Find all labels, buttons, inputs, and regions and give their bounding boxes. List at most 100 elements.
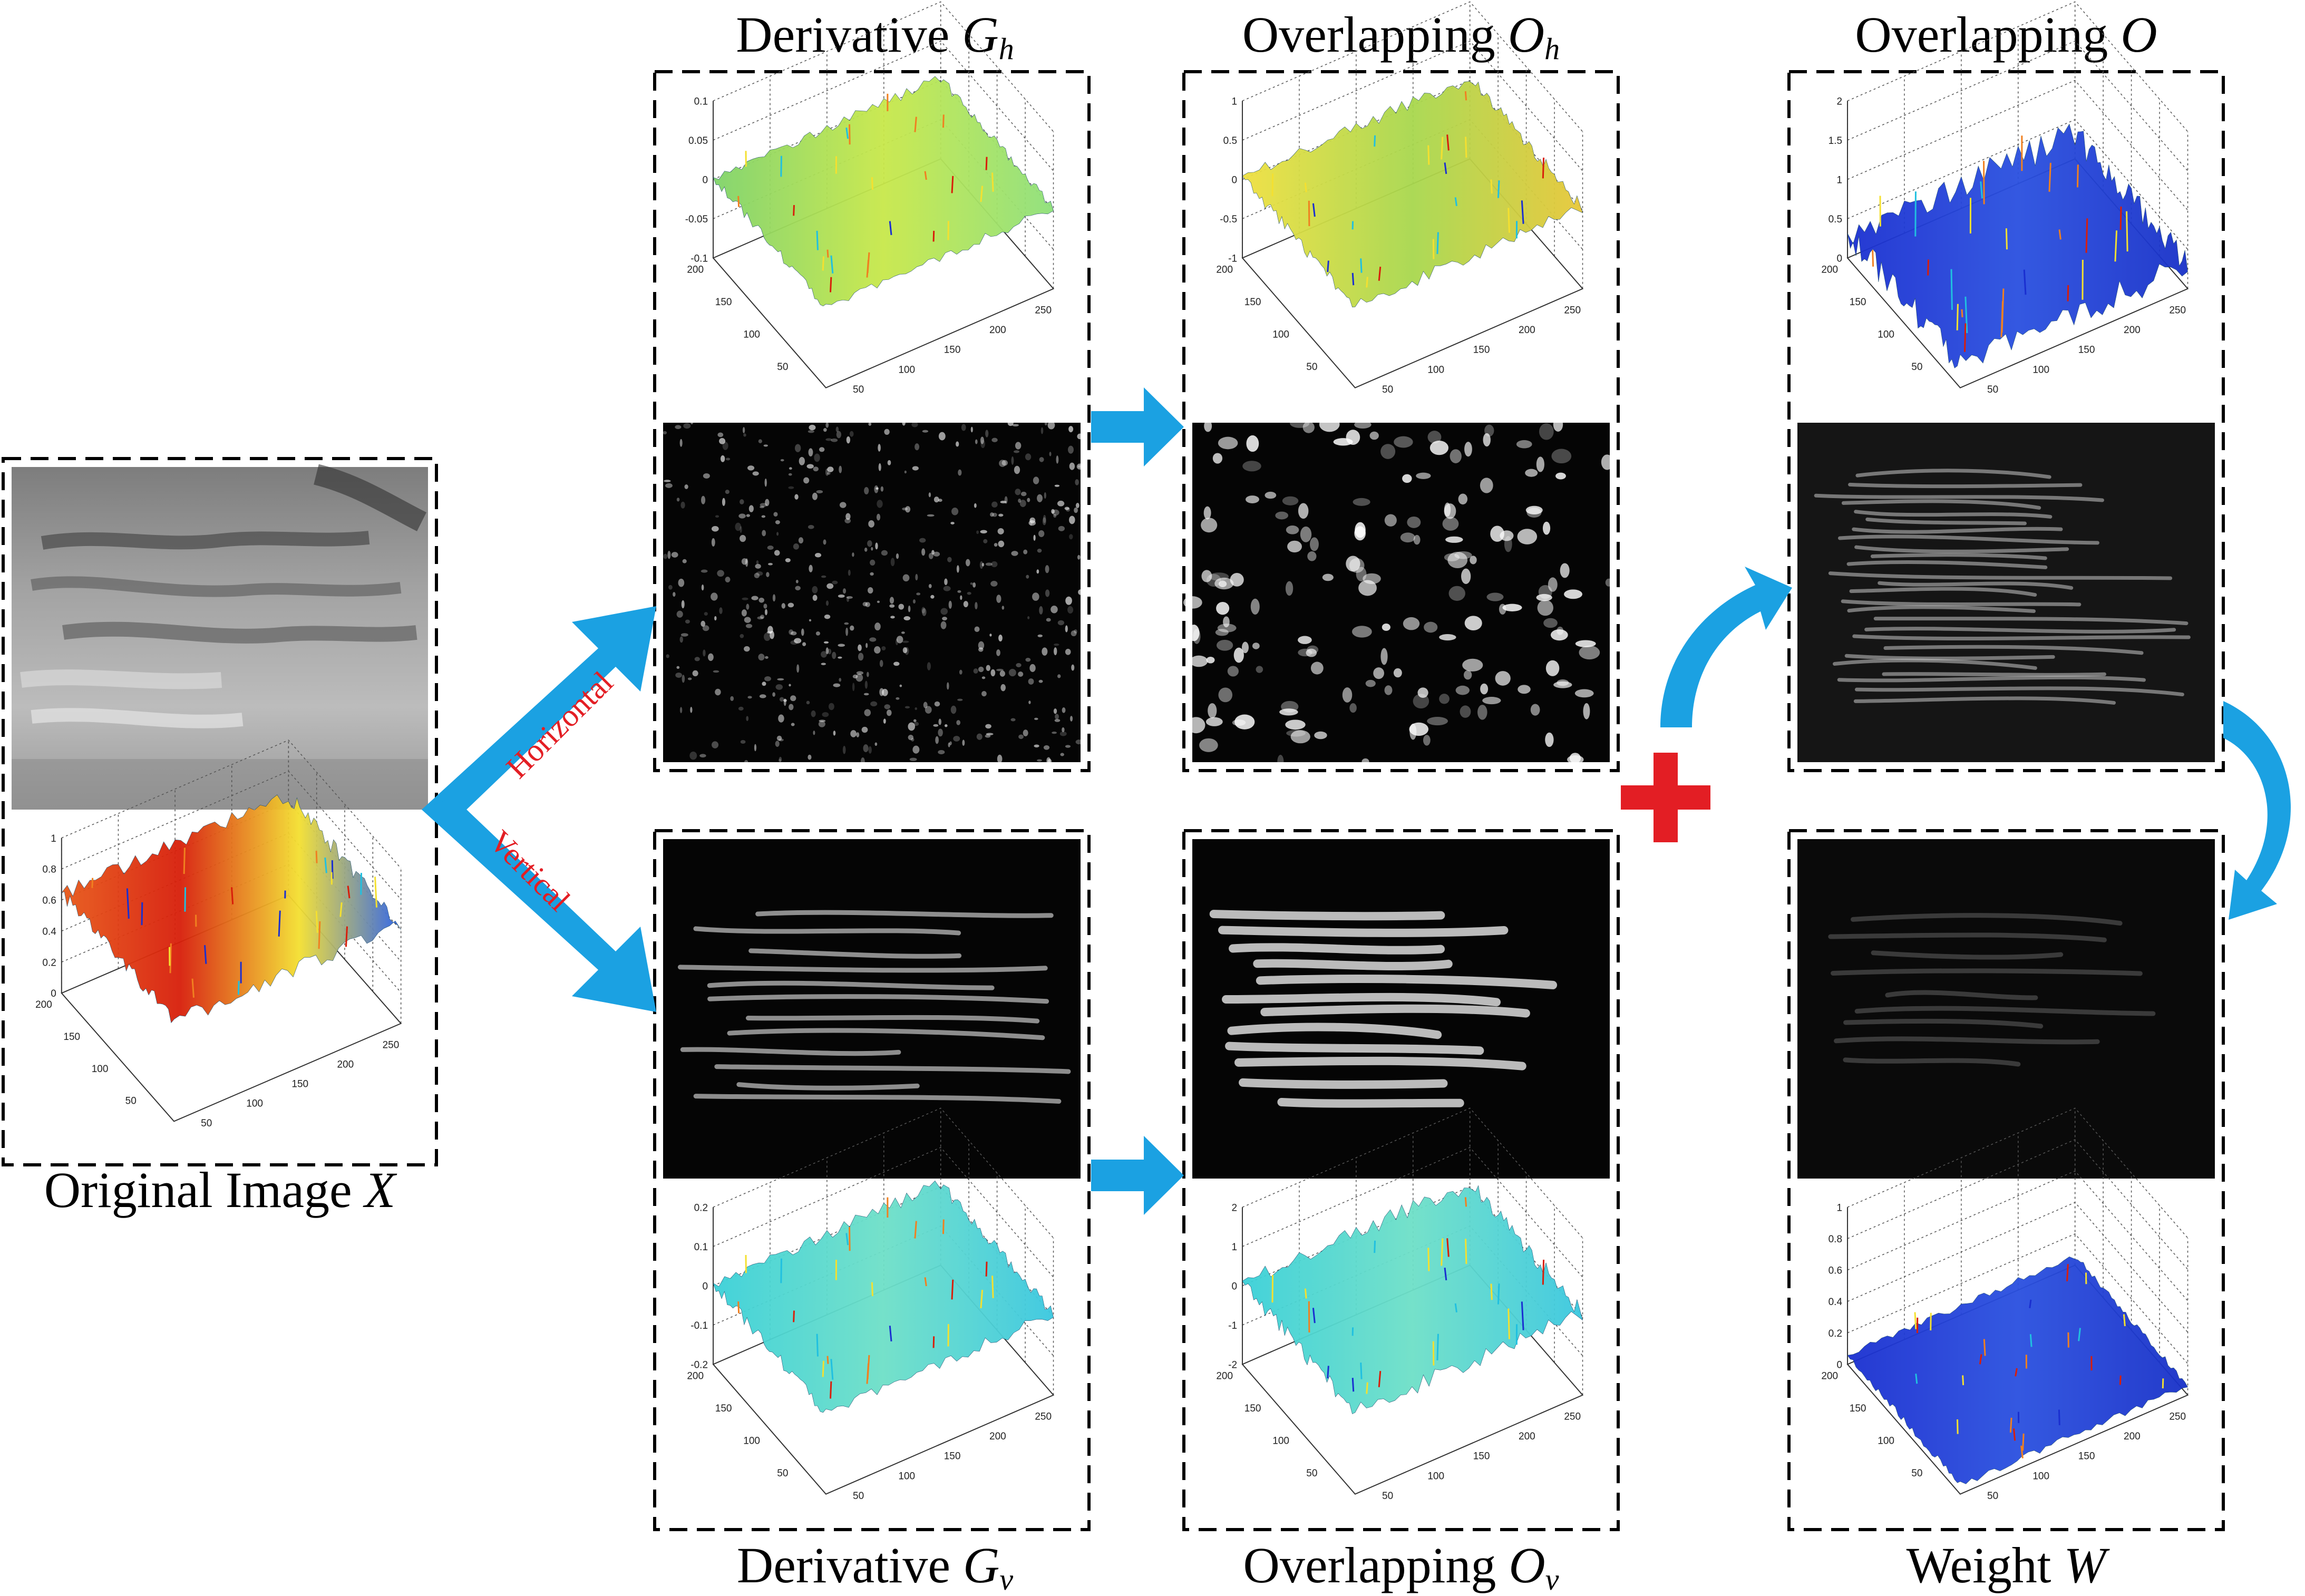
texture-speck (746, 604, 750, 610)
texture-speck (994, 543, 998, 547)
surface-spike (829, 277, 832, 293)
texture-speck (1241, 641, 1249, 654)
texture-speck (899, 684, 902, 687)
texture-speck (998, 634, 1003, 642)
texture-speck (747, 696, 752, 699)
surface-plot-deriv-v: -0.2 -0.1 0 0.1 0.2 200 150 100 50 50 100 150 200 250 (687, 1107, 1055, 1502)
texture-speck (992, 512, 997, 517)
surface-spike (980, 1290, 984, 1309)
texture-speck (943, 586, 951, 591)
texture-speck (1053, 708, 1057, 714)
x-tick-label: 200 (337, 1059, 354, 1070)
texture-speck (945, 724, 948, 727)
texture-speck (811, 710, 816, 717)
texture-stripe (1841, 599, 2082, 607)
texture-speck (1233, 647, 1244, 663)
surface-spike (1444, 162, 1447, 174)
texture-speck (1518, 685, 1531, 694)
surface-spike (780, 1258, 782, 1283)
texture-speck (927, 662, 931, 670)
x-tick-label: 250 (1564, 305, 1581, 316)
texture-speck (980, 530, 987, 534)
texture-speck (1542, 521, 1551, 535)
surface-spike (1490, 1283, 1493, 1300)
texture-speck (794, 494, 799, 500)
texture-speck (717, 570, 724, 577)
surface-spike (1950, 269, 1953, 310)
grid-line (1242, 1147, 1583, 1278)
surface-spike (924, 1277, 927, 1287)
texture-speck (1069, 462, 1075, 470)
texture-speck (1605, 578, 1612, 587)
texture-speck (1045, 565, 1049, 573)
texture-speck (711, 525, 719, 532)
z-tick-label: -0.5 (1220, 214, 1237, 225)
texture-speck (1463, 670, 1472, 680)
texture-speck (999, 670, 1006, 677)
split-arrow-vertical (422, 797, 656, 1012)
texture-speck (1023, 549, 1028, 554)
texture-speck (1369, 431, 1379, 440)
surface-spike (1508, 1308, 1510, 1339)
texture-speck (745, 558, 748, 567)
texture-speck (689, 751, 697, 760)
texture-speck (868, 422, 872, 426)
texture-stripe (1885, 990, 2038, 1000)
texture-speck (1029, 517, 1036, 523)
texture-speck (978, 666, 984, 673)
texture-speck (763, 444, 769, 447)
x-tick-label: 50 (1382, 1491, 1393, 1502)
surface-plot-weight: 0 0.2 0.4 0.6 0.8 1 200 150 100 50 50 100 150 200 250 (1821, 1107, 2189, 1502)
texture-speck (717, 432, 724, 437)
texture-speck (875, 542, 878, 550)
texture-speck (839, 465, 842, 473)
surface-spike (2023, 269, 2027, 295)
texture-speck (676, 498, 680, 502)
texture-speck (1034, 717, 1038, 721)
texture-speck (1000, 501, 1007, 503)
texture-speck (998, 513, 1004, 517)
surface-spike (1304, 1288, 1307, 1299)
z-tick-label: 0 (1231, 1281, 1237, 1292)
z-tick-label: 0.2 (42, 957, 56, 968)
caption-deriv-h: Derivative Gh (736, 6, 1014, 66)
texture-speck (1069, 515, 1075, 524)
texture-speck (762, 530, 766, 537)
z-tick-label: 0.2 (694, 1202, 708, 1213)
texture-speck (974, 503, 977, 508)
original-grayscale-image (12, 464, 428, 810)
texture-speck (996, 595, 1001, 603)
surface-spike (889, 221, 892, 236)
z-tick-label: 0 (51, 988, 56, 999)
texture-stripe (1883, 645, 2144, 655)
texture-speck (938, 750, 945, 755)
texture-speck (1486, 592, 1504, 601)
surface-spike (1446, 1238, 1450, 1257)
texture-speck (1000, 684, 1006, 692)
texture-stripe (1843, 1018, 2044, 1029)
texture-speck (912, 599, 916, 604)
surface-spike (1304, 182, 1307, 192)
texture-stripe (680, 1047, 901, 1056)
texture-speck (1001, 606, 1005, 610)
texture-speck (864, 709, 871, 716)
texture-speck (1480, 478, 1493, 493)
texture-speck (1290, 730, 1310, 744)
surface-spike (2013, 1428, 2016, 1441)
texture-stripe (1218, 926, 1509, 937)
texture-speck (1470, 556, 1477, 565)
texture-speck (1065, 648, 1071, 655)
texture-speck (870, 559, 876, 566)
texture-speck (905, 506, 911, 513)
texture-speck (1052, 731, 1057, 734)
texture-speck (949, 741, 952, 745)
texture-speck (890, 616, 895, 619)
texture-speck (908, 722, 916, 731)
z-tick-label: 1 (1231, 96, 1237, 107)
surface-spike (339, 902, 343, 917)
x-tick-label: 250 (2169, 1412, 2186, 1423)
texture-speck (938, 728, 943, 737)
surface-spike (324, 857, 327, 873)
texture-speck (1439, 694, 1450, 704)
texture-speck (785, 558, 791, 562)
